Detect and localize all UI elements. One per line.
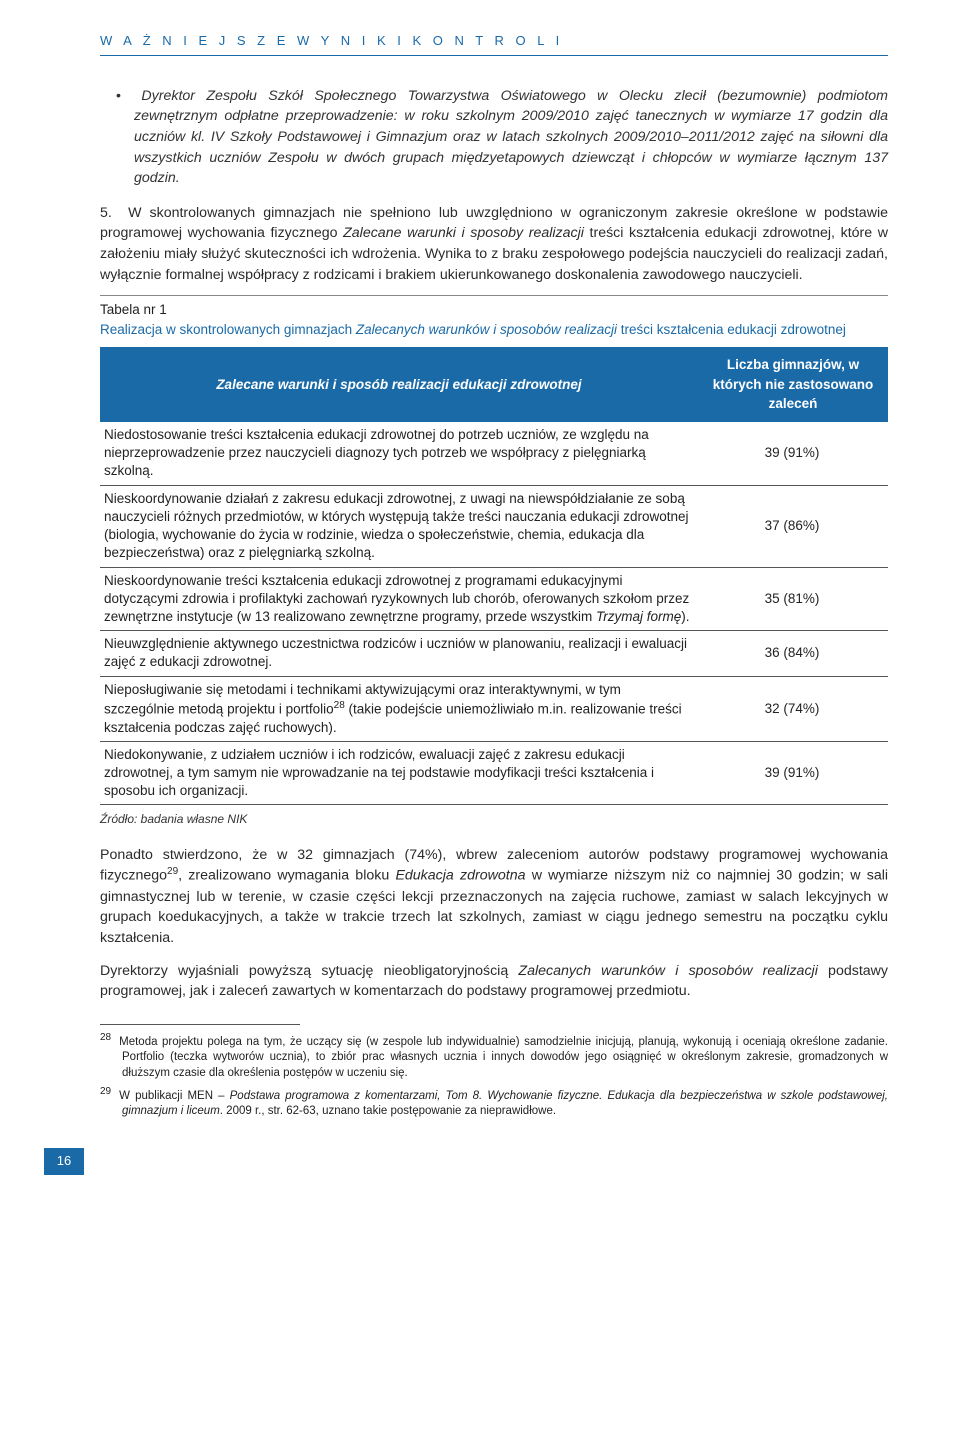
cell-value: 39 (91%) [698,741,888,805]
table-row: Niedostosowanie treści kształcenia eduka… [100,422,888,485]
tc-l2b: Zalecanych warunków i sposobów realizacj… [356,322,617,337]
footnote-num: 28 [100,1032,111,1043]
footnote-text: Metoda projektu polega na tym, że uczący… [119,1036,888,1079]
cell-value: 32 (74%) [698,676,888,741]
cell-value: 39 (91%) [698,422,888,485]
recommendations-table: Zalecane warunki i sposób realizacji edu… [100,347,888,805]
cell-value: 36 (84%) [698,631,888,676]
cell-value: 35 (81%) [698,567,888,631]
table-source: Źródło: badania własne NIK [100,811,888,828]
table-caption-line2: Realizacja w skontrolowanych gimnazjach … [100,320,888,340]
bA-it: Edukacja zdrowotna [395,868,525,884]
bullet-dot: • [116,86,130,107]
table-row: Nieuwzględnienie aktywnego uczestnictwa … [100,631,888,676]
tc-l2a: Realizacja w skontrolowanych gimnazjach [100,322,356,337]
cell-text: Nieskoordynowanie treści kształcenia edu… [100,567,698,631]
table-row: Nieskoordynowanie działań z zakresu eduk… [100,485,888,567]
body-paragraph-b: Dyrektorzy wyjaśniali powyższą sytuację … [100,961,888,1002]
page-number: 16 [44,1148,84,1175]
numbered-paragraph-5: 5. W skontrolowanych gimnazjach nie speł… [100,203,888,285]
para-number: 5. [100,203,120,224]
footnote-num: 29 [100,1086,111,1097]
cell-value: 37 (86%) [698,485,888,567]
table-row: Niedokonywanie, z udziałem uczniów i ich… [100,741,888,805]
cell-text: Niedokonywanie, z udziałem uczniów i ich… [100,741,698,805]
bullet-lead: Dyrektor Zespołu Szkół Społecznego Towar… [141,88,663,104]
cell-text: Nieskoordynowanie działań z zakresu eduk… [100,485,698,567]
th-count: Liczba gimnazjów, w których nie zastosow… [698,347,888,422]
body-paragraph-a: Ponadto stwierdzono, że w 32 gimnazjach … [100,845,888,949]
bB-t1: Dyrektorzy wyjaśniali powyższą sytuację … [100,963,518,979]
table-caption-line1: Tabela nr 1 [100,300,888,320]
footnote-rule [100,1024,300,1025]
th-conditions: Zalecane warunki i sposób realizacji edu… [100,347,698,422]
cell-text: Nieuwzględnienie aktywnego uczestnictwa … [100,631,698,676]
table-caption: Tabela nr 1 Realizacja w skontrolowanych… [100,295,888,339]
fn29-t2: . 2009 r., str. 62-63, uznano takie post… [220,1105,556,1117]
bA-t2: , zrealizowano wymagania bloku [178,868,395,884]
bB-it: Zalecanych warunków i sposobów realizacj… [518,963,817,979]
para5-italic: Zalecane warunki i sposoby realizacji [343,225,584,241]
cell-text: Nieposługiwanie się metodami i technikam… [100,676,698,741]
bullet-paragraph: • Dyrektor Zespołu Szkół Społecznego Tow… [134,86,888,189]
tc-l2c: treści kształcenia edukacji zdrowotnej [617,322,846,337]
bA-sup: 29 [167,866,178,877]
fn29-t1: W publikacji MEN – [119,1090,230,1102]
r3-it: Trzymaj formę [596,609,681,624]
footnote-28: 28 Metoda projektu polega na tym, że uczą… [100,1031,888,1081]
table-row: Nieskoordynowanie treści kształcenia edu… [100,567,888,631]
r5-sup: 28 [334,700,345,711]
section-header: W A Ż N I E J S Z E W Y N I K I K O N T … [100,32,888,56]
footnote-29: 29W publikacji MEN – Podstawa programowa… [100,1085,888,1120]
r3-post: ). [681,609,689,624]
cell-text: Niedostosowanie treści kształcenia eduka… [100,422,698,485]
table-row: Nieposługiwanie się metodami i technikam… [100,676,888,741]
